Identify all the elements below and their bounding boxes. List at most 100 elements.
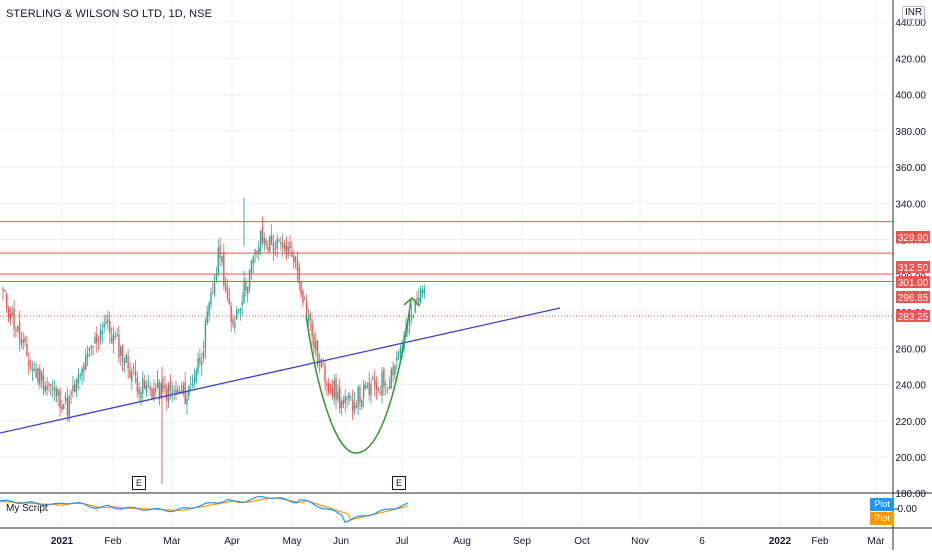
candles <box>2 216 426 423</box>
candle-body <box>186 398 188 405</box>
price-level-label: 329.90 <box>898 233 929 244</box>
plot-badge-orange: Plot <box>870 512 894 525</box>
candle-body <box>39 368 41 385</box>
candle-body <box>243 279 245 304</box>
candle-body <box>423 289 426 294</box>
earnings-marker[interactable]: E <box>132 476 146 490</box>
candle-body <box>388 385 391 389</box>
candle-body <box>118 334 120 359</box>
price-level-badge <box>896 310 930 322</box>
candle-body <box>51 386 54 389</box>
time-tick-label: 6 <box>699 536 705 547</box>
candle-body <box>107 319 109 323</box>
candle-body <box>134 370 137 377</box>
candle-body <box>153 388 155 399</box>
candle-body <box>189 383 192 385</box>
time-tick-label: 2022 <box>769 536 792 547</box>
candle-body <box>96 334 98 343</box>
candle-body <box>173 390 175 392</box>
candle-body <box>394 365 396 375</box>
candle-body <box>145 385 148 393</box>
candle-body <box>219 246 221 259</box>
candle-body <box>136 377 139 392</box>
candle-body <box>147 385 150 387</box>
candle-body <box>351 399 354 411</box>
candle-body <box>217 248 219 275</box>
candle-body <box>92 346 94 348</box>
candle-body <box>353 401 356 412</box>
time-tick-label: Feb <box>811 536 829 547</box>
candle-body <box>383 369 385 387</box>
candle-body <box>66 398 69 416</box>
candle-body <box>208 303 210 316</box>
candle-body <box>337 391 339 400</box>
candle-body <box>224 283 227 291</box>
candle-body <box>74 383 76 392</box>
price-tick-label: 400.00 <box>895 91 926 102</box>
candle-body <box>68 395 70 419</box>
candle-body <box>408 313 411 327</box>
candle-body <box>83 364 85 373</box>
candle-body <box>18 321 21 341</box>
candle-body <box>326 383 328 386</box>
candle-body <box>120 346 122 356</box>
candle-body <box>392 366 394 376</box>
candle-body <box>261 226 264 243</box>
candle-body <box>125 354 127 363</box>
time-tick-label: Aug <box>453 536 471 547</box>
candle-body <box>86 353 89 358</box>
candle-body <box>90 345 93 348</box>
candle-body <box>29 365 32 368</box>
candle-body <box>116 335 118 337</box>
candle-body <box>416 298 418 301</box>
candle-body <box>132 367 135 369</box>
candle-body <box>294 256 297 262</box>
candle-body <box>28 360 30 366</box>
currency-button[interactable]: INR <box>902 6 926 20</box>
candle-body <box>177 389 179 394</box>
candle-body <box>24 337 26 343</box>
candle-body <box>235 310 238 320</box>
candle-body <box>149 386 151 391</box>
earnings-marker[interactable]: E <box>392 476 406 490</box>
time-tick-label: Apr <box>224 536 240 547</box>
candle-body <box>283 245 286 250</box>
candle-body <box>396 357 398 361</box>
candle-body <box>350 396 352 398</box>
candle-body <box>315 340 317 351</box>
candle-body <box>123 361 126 365</box>
candle-body <box>407 328 409 331</box>
candle-body <box>300 281 302 295</box>
candle-body <box>13 308 15 330</box>
candle-body <box>366 385 369 388</box>
candle-body <box>368 382 370 395</box>
candle-body <box>158 382 161 400</box>
candle-body <box>339 387 341 409</box>
candle-body <box>140 392 142 399</box>
candle-body <box>342 399 345 405</box>
candle-body <box>15 330 17 332</box>
candle-body <box>42 375 45 391</box>
candle-body <box>298 266 300 284</box>
candle-body <box>64 396 67 401</box>
candle-body <box>77 374 80 383</box>
price-level-badge <box>896 261 930 273</box>
time-tick-label: Mar <box>163 536 181 547</box>
candle-body <box>269 236 271 252</box>
candle-body <box>311 321 313 337</box>
candle-body <box>59 390 61 409</box>
candle-body <box>2 289 4 291</box>
candle-body <box>322 363 324 365</box>
candle-body <box>346 398 348 400</box>
candle-body <box>309 313 311 321</box>
candle-body <box>121 346 124 362</box>
candle-body <box>296 260 299 271</box>
time-tick-label: Nov <box>631 536 649 547</box>
candle-body <box>72 385 74 391</box>
candle-body <box>291 251 293 257</box>
candle-body <box>267 247 269 250</box>
candle-body <box>215 273 218 281</box>
cup-arrow <box>403 296 421 307</box>
